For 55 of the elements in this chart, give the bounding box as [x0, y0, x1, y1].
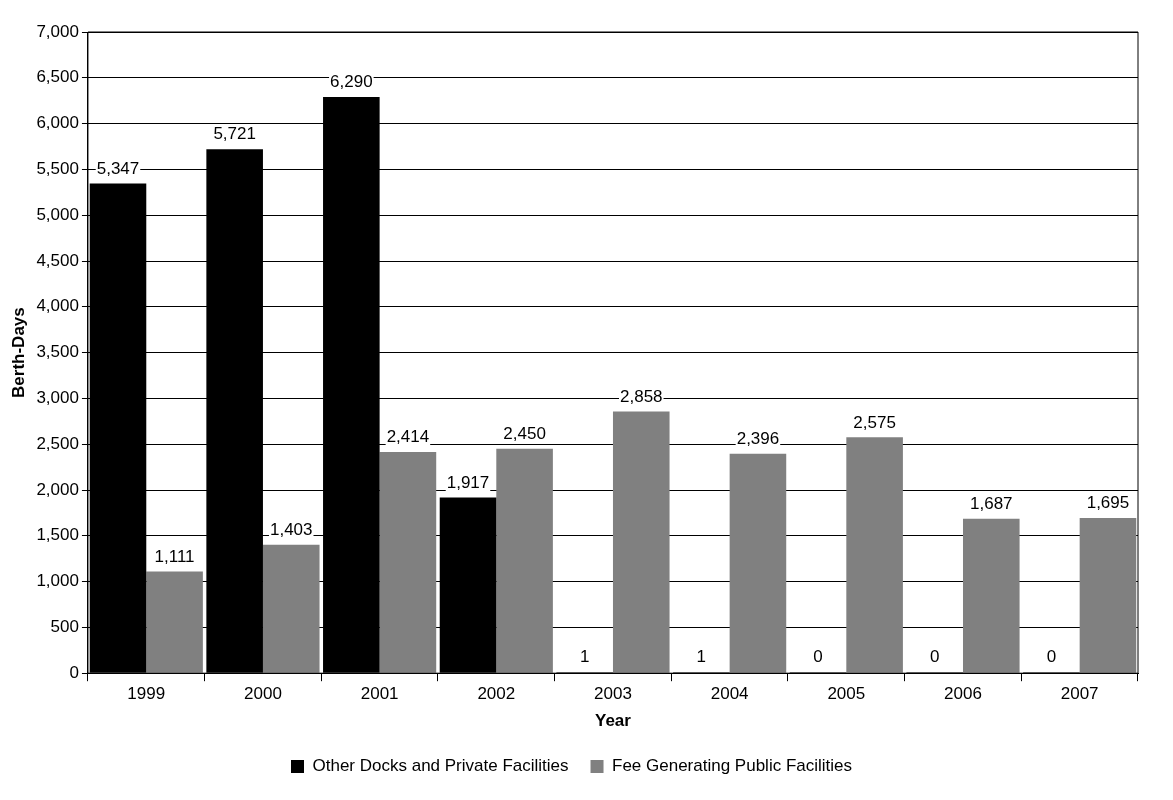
y-tick-label: 7,000	[36, 21, 79, 41]
y-tick-label: 2,000	[36, 479, 79, 499]
bar	[379, 452, 437, 673]
data-label: 0	[813, 647, 823, 667]
data-label: 2,858	[619, 386, 663, 406]
x-tick-label: 2006	[944, 684, 982, 704]
y-tick-label: 0	[69, 662, 79, 682]
y-tick-label: 5,000	[36, 204, 79, 224]
data-label: 1,695	[1086, 493, 1130, 513]
data-label: 6,290	[330, 72, 373, 92]
legend-label: Fee Generating Public Facilities	[612, 756, 853, 776]
bar	[262, 544, 320, 673]
bar	[496, 448, 553, 673]
x-tick-label: 2000	[244, 684, 282, 704]
data-label: 2,414	[386, 427, 430, 447]
y-tick-label: 500	[50, 617, 79, 637]
x-tick-label: 2003	[594, 684, 632, 704]
x-tick-label: 2004	[710, 684, 749, 704]
data-label: 5,721	[213, 124, 256, 144]
x-tick-label: 2001	[360, 684, 399, 704]
data-label: 1,111	[154, 546, 195, 566]
y-tick-label: 1,500	[36, 525, 79, 545]
bar	[846, 437, 903, 673]
bar	[612, 411, 670, 673]
data-label: 1,403	[269, 519, 313, 539]
data-label: 0	[1046, 647, 1057, 667]
y-axis-title: Berth-Days	[8, 307, 28, 398]
y-tick-label: 3,500	[36, 342, 79, 362]
data-label: 2,396	[736, 428, 780, 448]
y-tick-label: 6,000	[36, 113, 79, 133]
data-label: 1	[696, 647, 707, 667]
y-tick-label: 4,500	[36, 250, 79, 270]
data-label: 1,917	[446, 472, 490, 492]
x-tick-label: 2007	[1060, 684, 1099, 704]
bar	[1079, 517, 1137, 673]
data-label: 2,450	[503, 423, 546, 443]
y-tick-label: 4,000	[36, 296, 79, 316]
bar	[962, 518, 1020, 673]
y-tick-label: 1,000	[36, 571, 79, 591]
data-label: 1	[579, 647, 590, 667]
data-label: 2,575	[853, 412, 896, 432]
x-tick-label: 1999	[127, 684, 166, 704]
y-tick-label: 2,500	[36, 433, 79, 453]
x-axis-title: Year	[595, 711, 632, 731]
x-tick-label: 2002	[477, 684, 516, 704]
bar	[729, 453, 787, 673]
y-tick-label: 3,000	[36, 388, 79, 408]
y-tick-label: 6,500	[36, 67, 79, 87]
data-label: 1,687	[970, 493, 1013, 513]
x-tick-label: 2005	[827, 684, 866, 704]
data-label: 5,347	[96, 158, 140, 178]
bar	[146, 571, 203, 673]
legend-label: Other Docks and Private Facilities	[312, 756, 569, 776]
y-tick-label: 5,500	[36, 159, 79, 179]
data-label: 0	[929, 647, 940, 667]
